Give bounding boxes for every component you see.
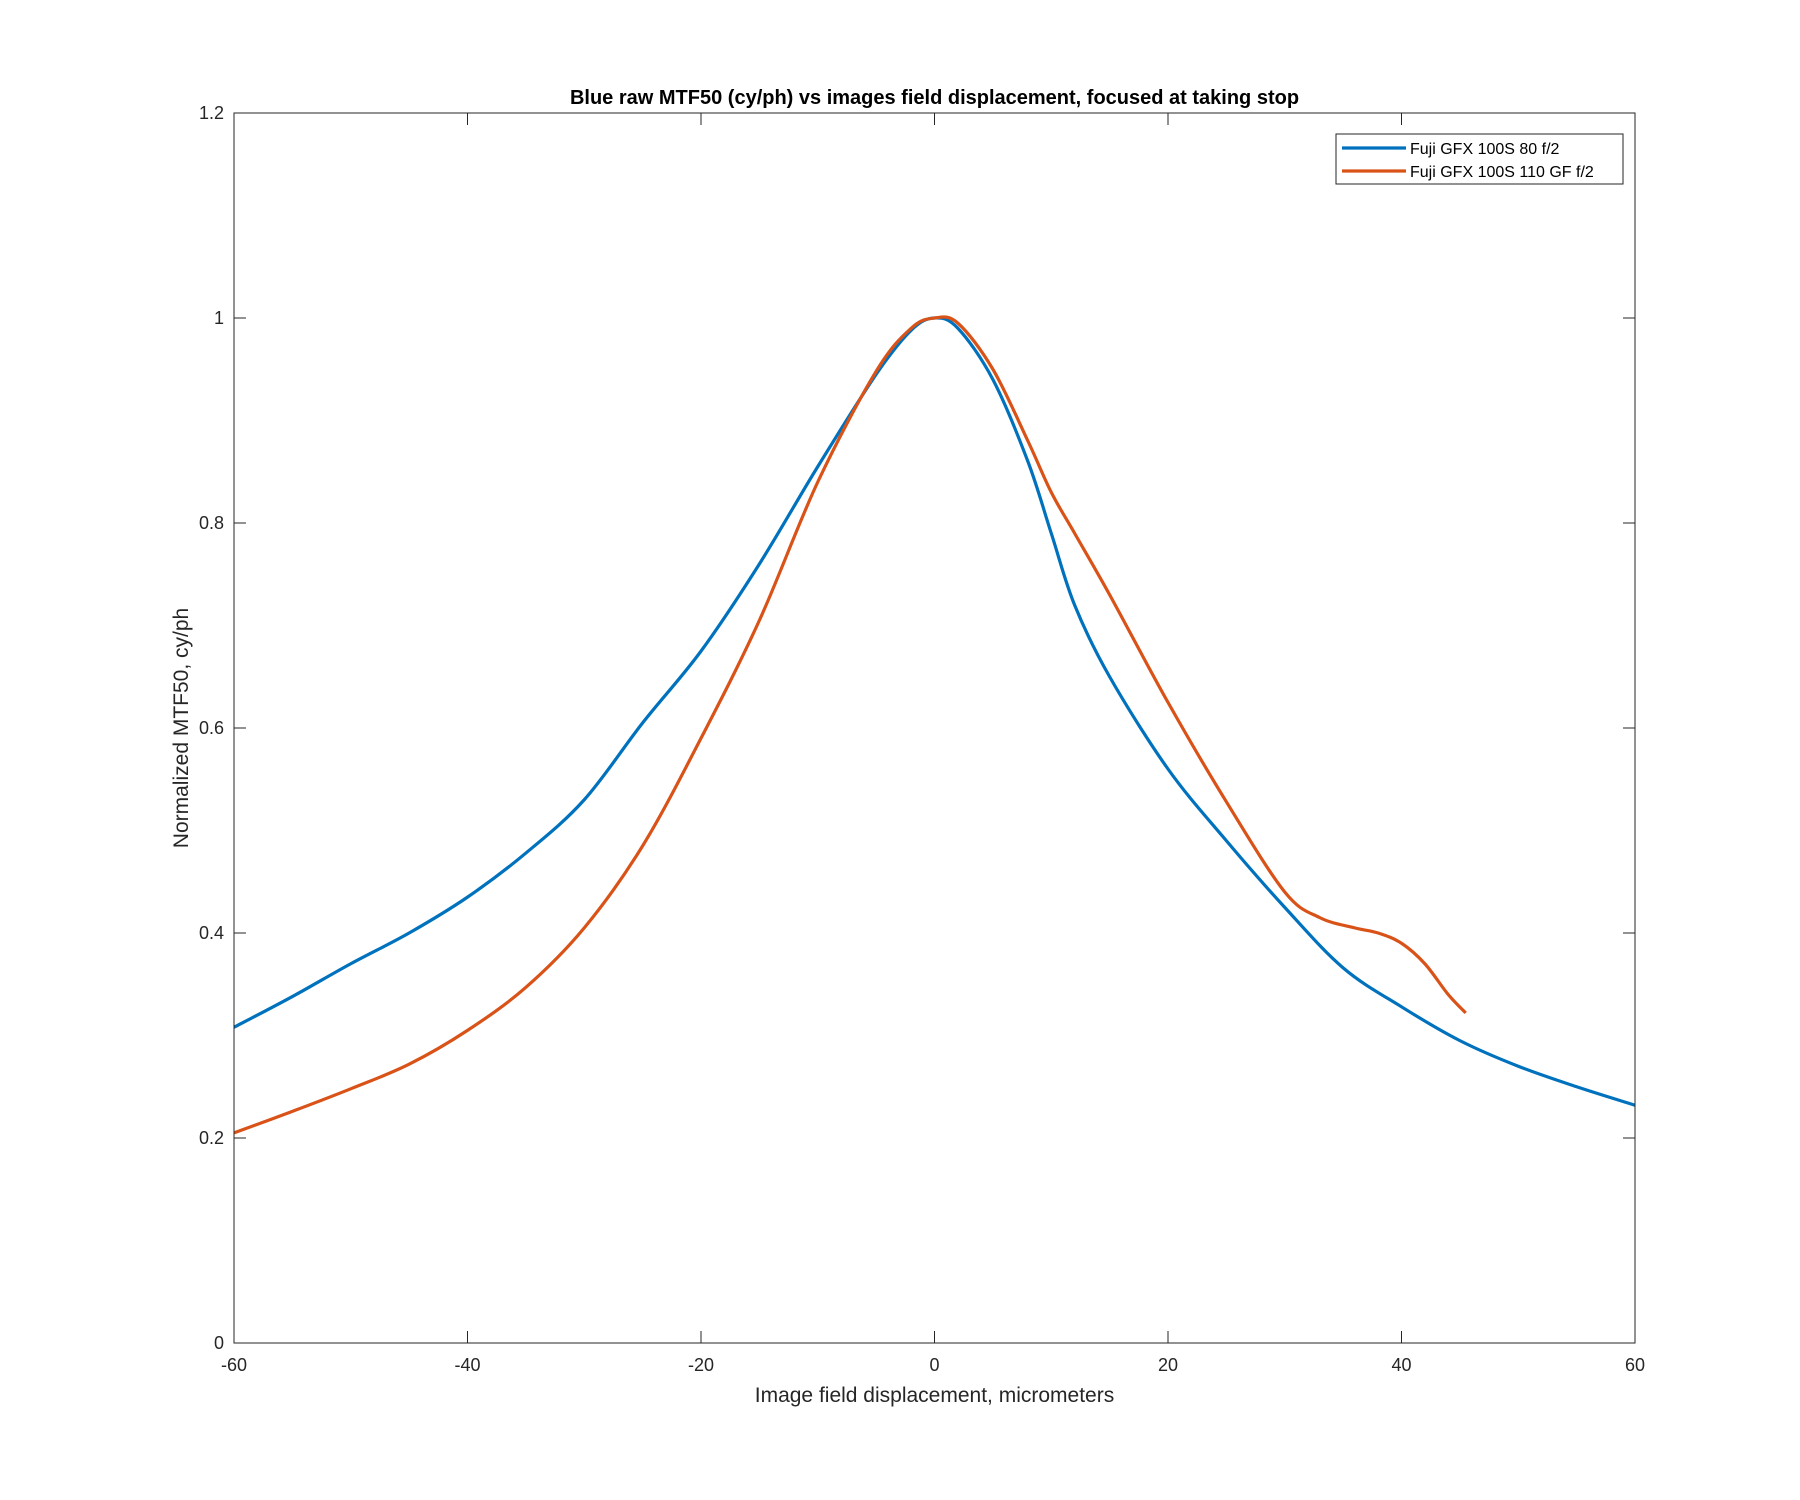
y-tick-label: 1.2 <box>199 103 224 123</box>
y-tick-label: 1 <box>214 308 224 328</box>
y-axis-label: Normalized MTF50, cy/ph <box>170 608 193 848</box>
y-tick-label: 0 <box>214 1333 224 1353</box>
legend-label-2: Fuji GFX 100S 110 GF f/2 <box>1410 164 1594 181</box>
x-tick-label: 40 <box>1391 1355 1411 1375</box>
ticks-layer: -60 -40 -20 0 20 40 60 0 0.2 0.4 0.6 0.8 1 1.2 <box>199 103 1645 1375</box>
y-tick-label: 0.4 <box>199 923 224 943</box>
x-tick-label: -60 <box>221 1355 247 1375</box>
y-tick-label: 0.6 <box>199 718 224 738</box>
legend: Fuji GFX 100S 80 f/2 Fuji GFX 100S 110 GF… <box>1335 133 1624 185</box>
x-tick-label: -40 <box>454 1355 480 1375</box>
series-line-1 <box>233 316 1636 1107</box>
x-tick-label: 0 <box>929 1355 939 1375</box>
x-tick-label: -20 <box>688 1355 714 1375</box>
x-tick-label: 60 <box>1625 1355 1645 1375</box>
chart-title: Blue raw MTF50 (cy/ph) vs images field d… <box>570 87 1299 109</box>
x-axis-label: Image field displacement, micrometers <box>755 1384 1114 1407</box>
series-line-2 <box>233 315 1467 1135</box>
legend-box <box>1335 133 1624 185</box>
y-tick-label: 0.2 <box>199 1128 224 1148</box>
series-layer <box>233 315 1636 1135</box>
x-tick-label: 20 <box>1158 1355 1178 1375</box>
plot-area <box>234 113 1635 1343</box>
legend-label-1: Fuji GFX 100S 80 f/2 <box>1410 141 1560 158</box>
y-tick-label: 0.8 <box>199 513 224 533</box>
